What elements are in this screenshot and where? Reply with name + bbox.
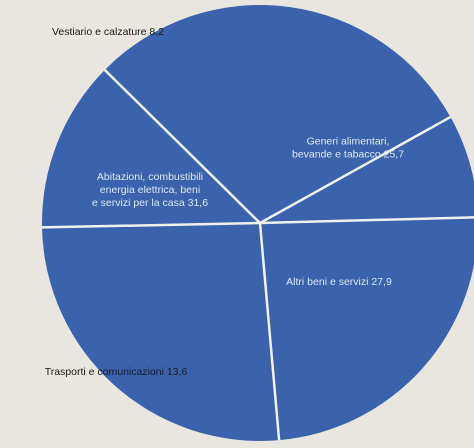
slice-separator-1 bbox=[259, 216, 474, 225]
pie-slice-1 bbox=[260, 217, 474, 441]
slice-label-4: Abitazioni, combustibili energia elettric… bbox=[92, 171, 208, 209]
slice-label-5: Vestiario e calzature 8,2 bbox=[52, 26, 164, 38]
pie-slices bbox=[41, 5, 474, 442]
slice-separator-3 bbox=[42, 221, 261, 229]
slice-label-line: Altri beni e servizi 27,9 bbox=[286, 276, 392, 288]
pie-slice-5 bbox=[260, 117, 474, 223]
slice-label-line: Trasporti e comunicazioni 13,6 bbox=[45, 366, 188, 378]
slice-separators bbox=[42, 69, 474, 441]
slice-label-line: e servizi per la casa 31,6 bbox=[92, 197, 208, 209]
pie-slice-3 bbox=[41, 69, 260, 228]
slice-separator-4 bbox=[103, 69, 261, 224]
pie-slice-2 bbox=[42, 223, 280, 442]
slice-label-line: Vestiario e calzature 8,2 bbox=[52, 26, 164, 38]
slice-separator-2 bbox=[258, 222, 281, 441]
slice-label-1: Generi alimentari, bevande e tabacco 25,7 bbox=[292, 136, 404, 161]
slice-label-line: energia elettrica, beni bbox=[100, 184, 200, 196]
slice-label-line: Abitazioni, combustibili bbox=[97, 171, 203, 183]
slice-label-3: Trasporti e comunicazioni 13,6 bbox=[45, 366, 188, 378]
pie-slice-4 bbox=[104, 5, 451, 224]
slice-separator-5 bbox=[259, 115, 452, 225]
slice-label-line: Generi alimentari, bbox=[307, 136, 390, 148]
slice-labels: Generi alimentari, bevande e tabacco 25,7… bbox=[45, 26, 405, 378]
slice-label-line: bevande e tabacco 25,7 bbox=[292, 149, 404, 161]
slice-label-2: Altri beni e servizi 27,9 bbox=[286, 276, 392, 288]
